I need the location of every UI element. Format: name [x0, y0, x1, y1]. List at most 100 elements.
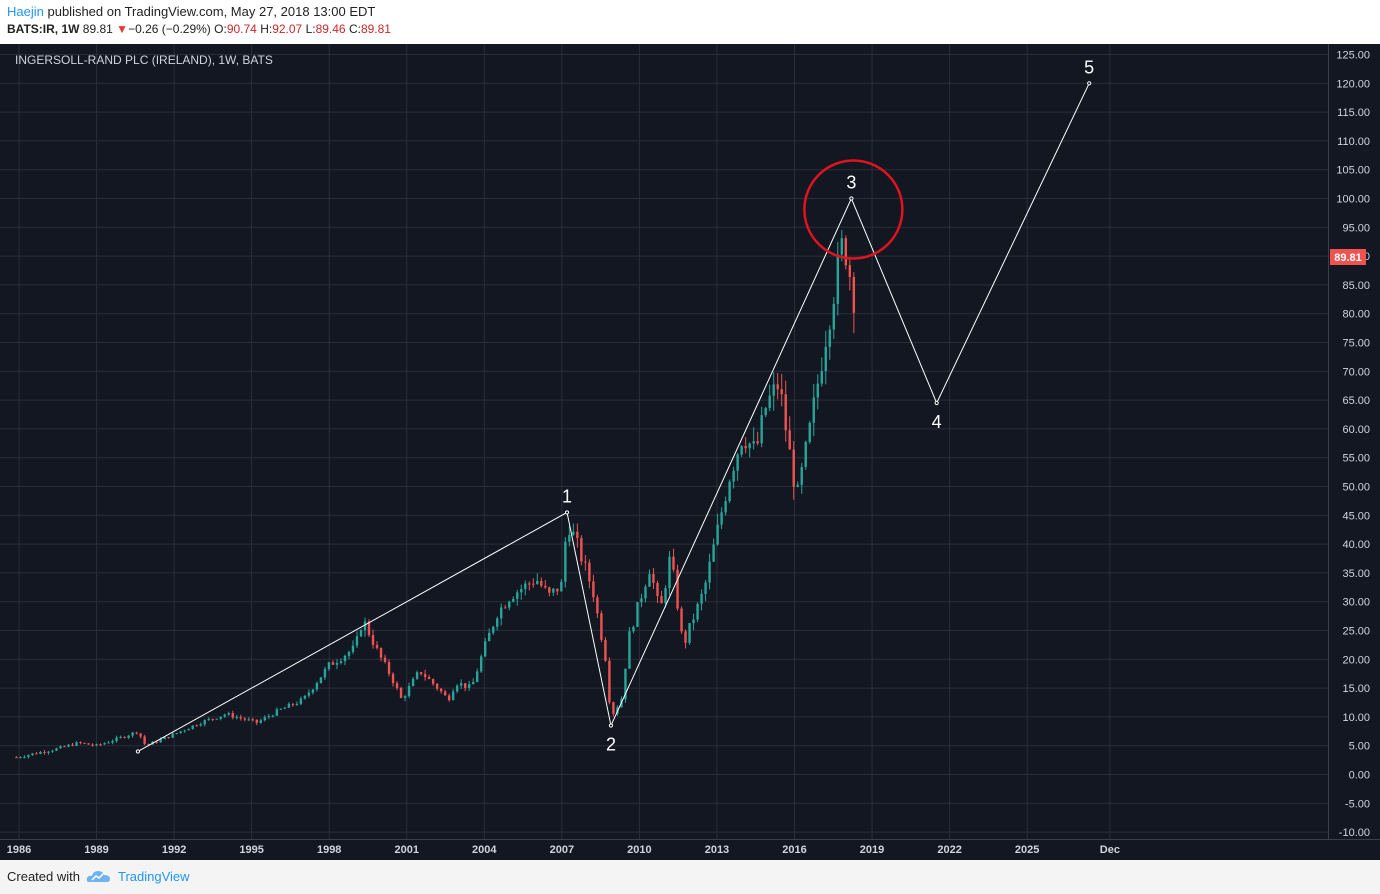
candle-body [496, 618, 499, 627]
candle-body [443, 691, 447, 696]
candle-body [716, 524, 719, 545]
candles [15, 229, 856, 759]
candle-body [211, 718, 214, 720]
candle-body [323, 668, 327, 678]
candle-body [87, 743, 90, 745]
wave-label: 4 [932, 412, 942, 432]
candle-body [95, 744, 98, 746]
price-chart[interactable]: 1 2 3 4 5 125.00 120.00 115.00 110.00 105.00 100.… [0, 44, 1380, 860]
candle-body [103, 743, 106, 745]
candle-body [199, 724, 202, 726]
candle-body [488, 632, 491, 642]
candle-body [812, 397, 815, 423]
candle-body [504, 607, 507, 609]
candle-body [692, 619, 695, 624]
x-tick-label: 1998 [317, 844, 341, 856]
candle-body [604, 639, 607, 661]
candle-body [243, 718, 246, 720]
candle-body [291, 703, 295, 705]
footer: Created with TradingView [0, 860, 1380, 894]
down-arrow-icon: ▼ [116, 22, 129, 36]
candle-body [371, 635, 375, 645]
candle-body [584, 561, 587, 563]
candle-body [179, 731, 182, 734]
candle-body [840, 238, 844, 255]
wave-label: 2 [606, 735, 616, 755]
x-tick-label: 2013 [705, 844, 729, 856]
candle-body [207, 718, 210, 721]
candle-body [660, 596, 663, 604]
candle-body [508, 601, 511, 608]
wave-3-highlight-circle [803, 159, 904, 260]
candle-body [227, 713, 230, 715]
candle-body [756, 441, 759, 444]
candle-body [195, 725, 198, 727]
candle-body [724, 501, 727, 513]
wave-lines: 1 2 3 4 5 [135, 57, 1094, 755]
candle-body [263, 717, 267, 721]
candle-body [159, 739, 162, 743]
candle-body [576, 531, 579, 539]
candle-body [471, 681, 475, 685]
candle-body [764, 408, 767, 416]
candle-body [355, 636, 359, 646]
time-axis[interactable]: 1986 1989 1992 1995 1998 2001 2004 2007 2010 2013… [7, 844, 1120, 856]
y-tick-label: 45.00 [1342, 510, 1370, 522]
candle-body [143, 736, 146, 744]
y-tick-label: 120.00 [1336, 78, 1370, 90]
candle-body [828, 329, 831, 347]
close-value: 89.81 [360, 22, 391, 36]
candle-body [628, 631, 631, 669]
symbol-label: BATS:IR, 1W [7, 22, 80, 36]
candle-body [580, 538, 583, 562]
candle-body [447, 695, 451, 701]
open-label: O: [214, 22, 227, 36]
candle-body [532, 583, 535, 585]
candle-body [467, 684, 471, 688]
candle-body [43, 752, 46, 754]
candle-body [740, 446, 743, 455]
y-tick-label: -5.00 [1345, 798, 1370, 810]
candle-body [351, 645, 355, 652]
candle-body [700, 593, 703, 604]
y-tick-label: 75.00 [1342, 338, 1370, 350]
candle-body [191, 725, 194, 729]
candle-body [367, 621, 371, 636]
candle-body [844, 238, 848, 266]
candle-body [223, 714, 226, 717]
x-tick-label: 2019 [860, 844, 884, 856]
candle-body [39, 752, 42, 754]
y-tick-label: 50.00 [1342, 482, 1370, 494]
candle-body [431, 679, 435, 684]
change-text: −0.26 (−0.29%) [128, 22, 211, 36]
candle-body [283, 707, 287, 709]
candle-body [824, 346, 827, 372]
candle-body [127, 735, 130, 738]
candle-body [327, 662, 331, 669]
candle-body [231, 713, 234, 718]
candle-body [652, 574, 655, 583]
candle-body [624, 668, 627, 700]
candle-body [259, 720, 263, 723]
candle-body [772, 384, 775, 396]
candle-body [347, 651, 351, 656]
candle-body [768, 395, 771, 409]
candle-body [540, 580, 543, 586]
candle-body [852, 277, 856, 313]
publish-line: Haejin published on TradingView.com, May… [7, 4, 375, 19]
grid [0, 44, 1328, 839]
price-axis[interactable]: 125.00 120.00 115.00 110.00 105.00 100.00 95.0… [1336, 50, 1370, 840]
author-link[interactable]: Haejin [7, 4, 44, 19]
candle-body [403, 696, 407, 698]
candle-body [167, 736, 170, 738]
y-tick-label: 0.00 [1349, 770, 1370, 782]
candle-body [219, 716, 222, 719]
x-tick-label: 2016 [782, 844, 806, 856]
candle-body [572, 531, 575, 535]
candle-body [524, 583, 527, 590]
candle-body [19, 757, 22, 759]
candle-body [684, 631, 687, 643]
candle-body [343, 655, 347, 662]
candle-body [500, 607, 503, 619]
tradingview-link[interactable]: TradingView [118, 869, 190, 884]
